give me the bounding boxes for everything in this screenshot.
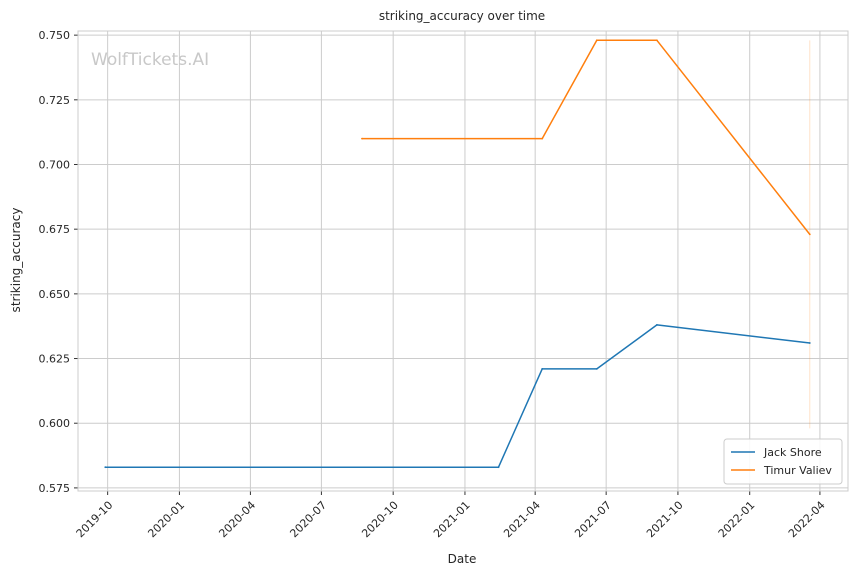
data-point-jack-shore xyxy=(595,368,598,370)
x-tick-label: 2021-07 xyxy=(572,499,614,541)
data-point-timur-valiev xyxy=(541,137,544,140)
legend-label-timur-valiev: Timur Valiev xyxy=(763,464,832,477)
y-tick-label: 0.725 xyxy=(39,94,71,107)
series-line-jack-shore xyxy=(105,324,810,468)
legend: Jack Shore Timur Valiev xyxy=(723,438,843,485)
data-point-timur-valiev xyxy=(656,39,658,42)
y-axis-ticks: 0.575 0.600 0.625 0.650 0.675 0.700 0.725 0.750 xyxy=(39,29,78,495)
y-tick-label: 0.575 xyxy=(39,482,71,495)
x-tick-label: 2021-04 xyxy=(501,499,543,541)
chart-title: striking_accuracy over time xyxy=(379,9,545,23)
legend-box xyxy=(723,438,843,485)
series-layer xyxy=(104,39,811,469)
y-tick-label: 0.750 xyxy=(39,29,71,42)
x-tick-label: 2020-10 xyxy=(359,499,401,541)
x-tick-label: 2019-10 xyxy=(74,499,116,541)
plot-area xyxy=(78,31,848,491)
data-point-timur-valiev xyxy=(361,137,363,140)
x-tick-label: 2021-10 xyxy=(644,499,686,541)
y-tick-label: 0.675 xyxy=(39,223,71,236)
x-tick-label: 2020-01 xyxy=(145,499,187,541)
data-point-jack-shore xyxy=(808,342,811,344)
y-axis-label: striking_accuracy xyxy=(9,208,23,313)
data-point-timur-valiev xyxy=(595,39,598,42)
plot-frame xyxy=(77,30,849,492)
x-tick-label: 2022-04 xyxy=(786,499,828,541)
watermark-text: WolfTickets.AI xyxy=(91,50,209,70)
x-tick-label: 2021-01 xyxy=(431,499,473,541)
x-tick-label: 2022-01 xyxy=(716,499,758,541)
data-point-timur-valiev xyxy=(808,233,811,236)
grid xyxy=(78,31,848,491)
y-tick-label: 0.650 xyxy=(39,288,71,301)
y-tick-label: 0.600 xyxy=(39,417,71,430)
data-point-jack-shore xyxy=(497,466,500,469)
legend-label-jack-shore: Jack Shore xyxy=(763,446,822,459)
data-point-jack-shore xyxy=(104,466,107,469)
x-axis-label: Date xyxy=(448,552,477,566)
x-tick-label: 2020-04 xyxy=(216,499,258,541)
y-tick-label: 0.625 xyxy=(39,353,71,366)
data-point-jack-shore xyxy=(656,324,658,326)
x-tick-label: 2020-07 xyxy=(287,499,329,541)
data-point-jack-shore xyxy=(541,368,544,370)
x-axis-ticks: 2019-10 2020-01 2020-04 2020-07 2020-10 2021-… xyxy=(74,491,828,540)
y-tick-label: 0.700 xyxy=(39,158,71,171)
